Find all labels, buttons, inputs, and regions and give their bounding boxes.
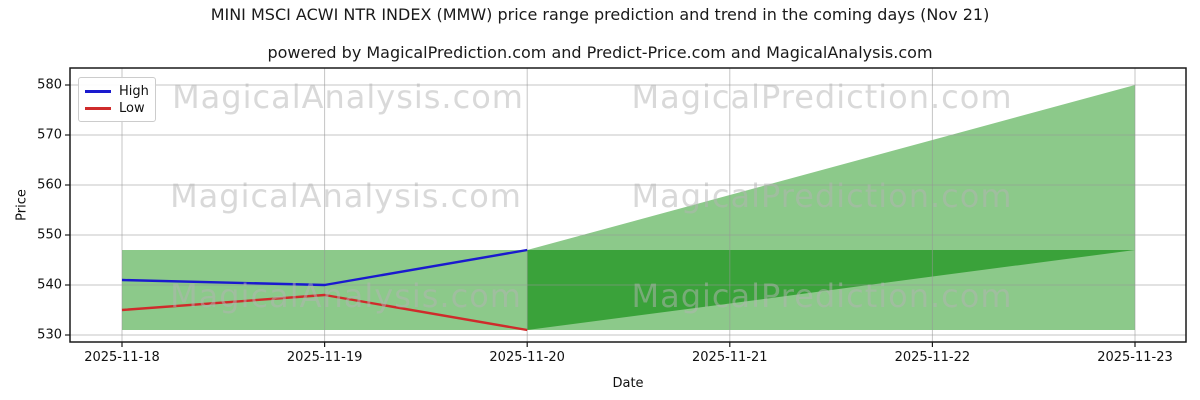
high-line-swatch-icon — [85, 90, 111, 93]
y-tick-label: 550 — [37, 227, 62, 243]
series-high — [121, 248, 528, 287]
chart-title: MINI MSCI ACWI NTR INDEX (MMW) price ran… — [210, 5, 990, 24]
y-tick-label: 580 — [37, 77, 62, 93]
y-tick-label: 570 — [37, 127, 62, 143]
x-tick-label: 2025-11-22 — [894, 350, 971, 365]
x-tick-label: 2025-11-20 — [489, 350, 565, 365]
x-tick-label: 2025-11-18 — [84, 350, 160, 365]
x-tick-label: 2025-11-23 — [1097, 350, 1173, 365]
x-tick-label: 2025-11-21 — [692, 350, 768, 365]
y-tick-label: 540 — [37, 277, 62, 293]
legend-label-low: Low — [119, 101, 145, 116]
y-tick-label: 560 — [37, 177, 62, 193]
trend-wedge-band — [527, 250, 1135, 330]
legend-label-high: High — [119, 84, 149, 99]
legend: High Low — [78, 77, 156, 122]
chart-subtitle: powered by MagicalPrediction.com and Pre… — [267, 43, 933, 62]
legend-entry-low: Low — [85, 100, 149, 117]
legend-entry-high: High — [85, 83, 149, 100]
y-tick-label: 530 — [37, 327, 62, 343]
y-axis-title: Price — [14, 189, 30, 221]
series-low — [121, 293, 528, 332]
x-axis-title: Date — [612, 376, 644, 391]
low-line-swatch-icon — [85, 107, 111, 110]
x-tick-label: 2025-11-19 — [286, 350, 363, 365]
